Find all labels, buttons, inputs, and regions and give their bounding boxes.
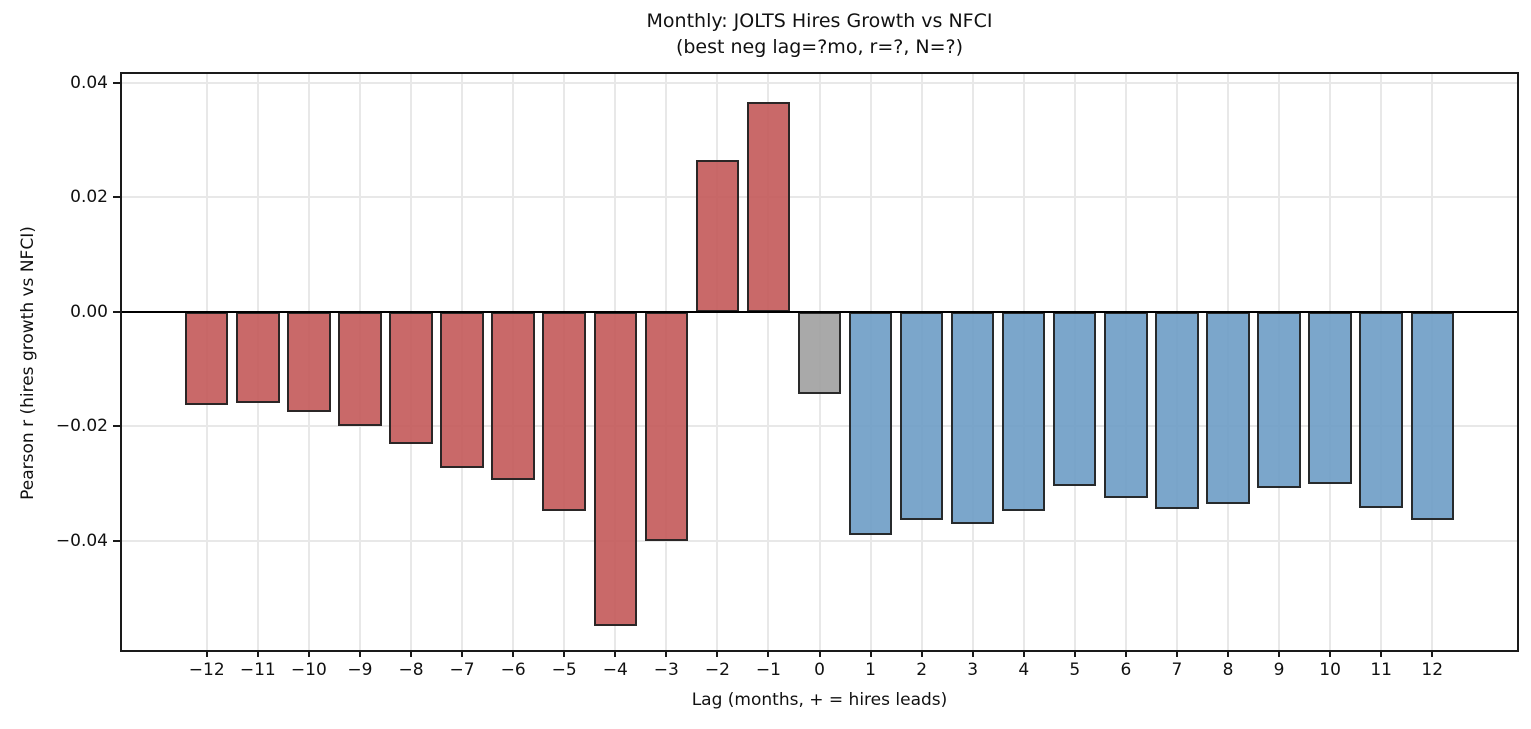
x-tick-mark (256, 650, 259, 657)
x-tick-label: −1 (755, 660, 781, 680)
x-tick-mark (920, 650, 923, 657)
x-tick-label: −2 (704, 660, 730, 680)
x-tick-mark (1329, 650, 1332, 657)
x-tick-mark (869, 650, 872, 657)
y-tick-label: 0.02 (70, 187, 108, 208)
x-gridline (767, 74, 770, 650)
bar-lag-5 (1053, 311, 1097, 487)
bar-lag--9 (338, 311, 382, 427)
bar-lag-0 (797, 311, 842, 395)
x-tick-mark (1022, 650, 1025, 657)
bar-lag-3 (950, 311, 995, 524)
bar-lag--5 (542, 311, 586, 512)
bar-lag--7 (440, 311, 484, 468)
y-axis-label: Pearson r (hires growth vs NFCI) (18, 226, 38, 500)
bar-lag-10 (1308, 311, 1352, 485)
x-tick-label: 7 (1171, 660, 1183, 680)
y-tick-mark (113, 81, 120, 84)
zero-axhline (122, 310, 1517, 313)
x-tick-mark (1380, 650, 1383, 657)
x-tick-label: 2 (916, 660, 928, 680)
bar-lag--12 (185, 311, 229, 406)
bar-lag--6 (491, 311, 535, 481)
x-tick-mark (716, 650, 719, 657)
x-tick-mark (512, 650, 515, 657)
y-tick-label: 0.00 (70, 301, 108, 322)
x-tick-label: −9 (347, 660, 373, 680)
bar-lag-7 (1155, 311, 1199, 509)
bar-lag-9 (1257, 311, 1301, 488)
bar-lag--10 (287, 311, 331, 413)
chart-title: Monthly: JOLTS Hires Growth vs NFCI (bes… (122, 8, 1517, 60)
bar-lag--8 (389, 311, 433, 445)
bar-lag-8 (1206, 311, 1250, 505)
x-tick-label: −8 (398, 660, 424, 680)
x-tick-label: 10 (1319, 660, 1341, 680)
x-tick-mark (1073, 650, 1076, 657)
bar-lag-4 (1002, 311, 1046, 511)
x-tick-mark (1431, 650, 1434, 657)
x-tick-mark (563, 650, 566, 657)
bar-lag--3 (644, 311, 688, 542)
y-tick-mark (113, 425, 120, 428)
x-tick-label: 6 (1120, 660, 1132, 680)
x-tick-label: −6 (500, 660, 526, 680)
x-tick-label: −11 (239, 660, 276, 680)
x-tick-mark (410, 650, 412, 657)
y-tick-mark (113, 310, 120, 313)
bar-lag-6 (1104, 311, 1148, 499)
bar-lag-2 (899, 311, 944, 521)
bar-lag--4 (593, 311, 637, 626)
y-tick-label: −0.02 (55, 416, 108, 437)
bar-lag--11 (236, 311, 280, 403)
x-tick-label: 12 (1421, 660, 1444, 680)
x-tick-label: 4 (1018, 660, 1030, 680)
chart-title-line2: (best neg lag=?mo, r=?, N=?) (675, 36, 964, 58)
x-tick-mark (767, 650, 770, 657)
bar-lag--2 (695, 159, 740, 312)
bar-lag-11 (1359, 311, 1403, 508)
x-tick-mark (818, 650, 821, 657)
x-tick-label: 11 (1370, 660, 1392, 680)
y-tick-label: 0.04 (70, 72, 108, 93)
x-tick-mark (1278, 650, 1281, 657)
x-tick-mark (665, 650, 668, 657)
x-tick-label: 0 (814, 660, 825, 680)
bar-lag--1 (746, 102, 791, 312)
x-tick-label: 9 (1273, 660, 1285, 680)
x-tick-label: −10 (290, 660, 327, 680)
x-gridline (716, 74, 719, 650)
x-tick-label: −4 (602, 660, 628, 680)
y-tick-mark (113, 540, 120, 543)
x-tick-mark (614, 650, 617, 657)
x-tick-label: −12 (188, 660, 225, 680)
bar-lag-1 (848, 311, 893, 535)
x-axis-label: Lag (months, + = hires leads) (691, 690, 948, 710)
y-tick-label: −0.04 (55, 531, 108, 552)
x-tick-mark (971, 650, 974, 657)
x-tick-label: −7 (449, 660, 475, 680)
x-tick-mark (205, 650, 208, 657)
x-tick-mark (461, 650, 464, 657)
plot-area (120, 72, 1519, 652)
x-tick-label: 5 (1069, 660, 1081, 680)
x-tick-mark (1175, 650, 1178, 657)
bar-lag-12 (1410, 311, 1454, 521)
chart-title-line1: Monthly: JOLTS Hires Growth vs NFCI (646, 10, 993, 32)
x-tick-mark (307, 650, 310, 657)
x-tick-label: 1 (865, 660, 876, 680)
y-tick-mark (113, 196, 120, 199)
x-tick-label: 8 (1222, 660, 1234, 680)
x-tick-label: −3 (653, 660, 679, 680)
x-tick-mark (1124, 650, 1127, 657)
x-tick-mark (1226, 650, 1229, 657)
x-tick-label: −5 (551, 660, 577, 680)
x-tick-label: 3 (967, 660, 979, 680)
x-tick-mark (358, 650, 361, 657)
